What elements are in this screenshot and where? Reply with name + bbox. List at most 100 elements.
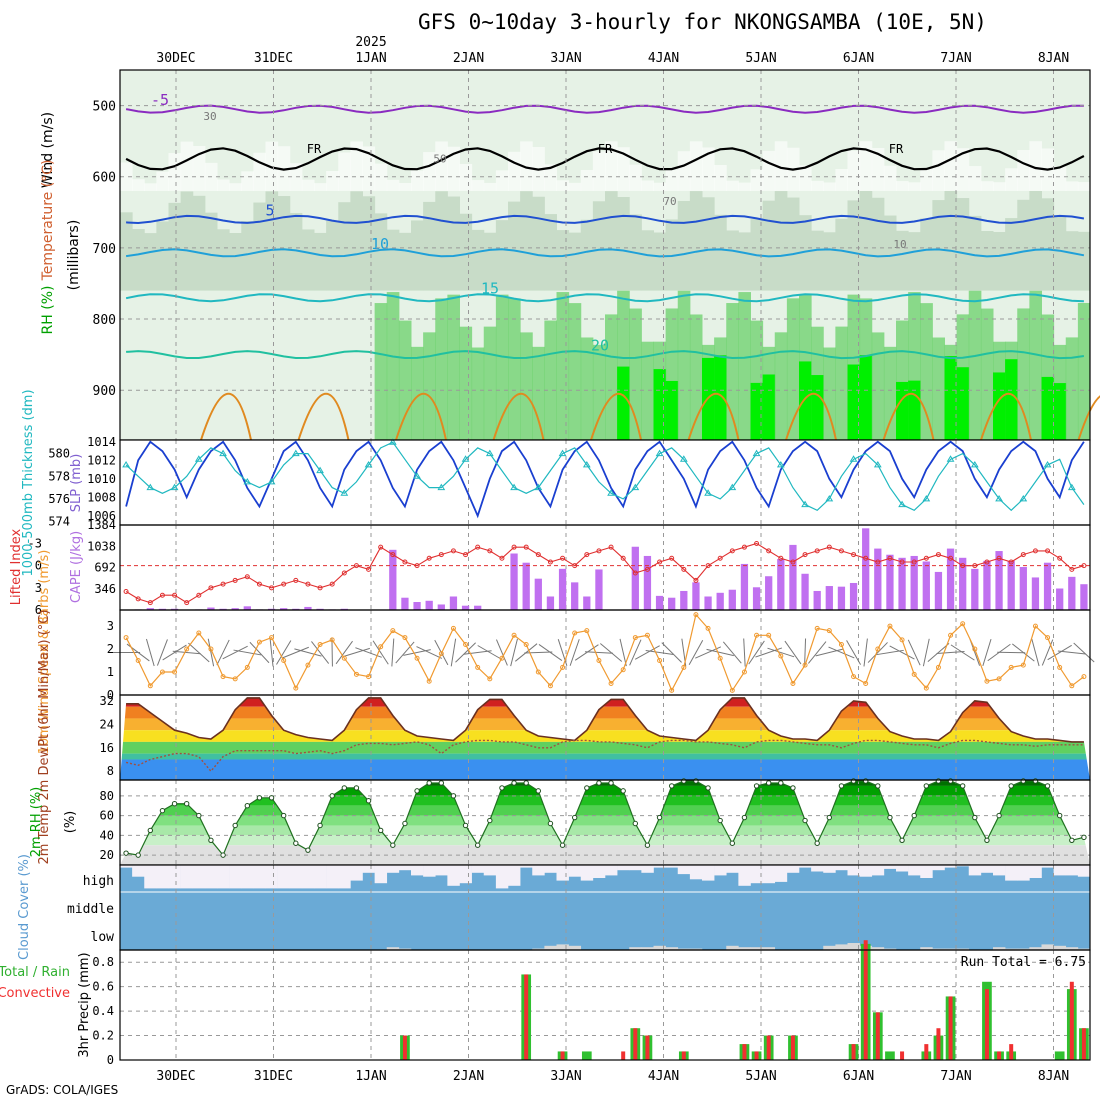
rh-band-dry	[811, 180, 824, 191]
rh-band-green	[641, 341, 654, 440]
rh-band-mid	[896, 230, 909, 291]
dewpoint-line	[125, 739, 1084, 773]
wind-speed-marker	[911, 671, 917, 677]
cape-bar	[825, 586, 833, 610]
lifted-tick-label: 6	[35, 603, 42, 617]
rh-marker	[135, 852, 141, 858]
wind-speed-marker	[693, 612, 699, 618]
high-cloud-clear	[811, 865, 824, 872]
bottom-date-label: 3JAN	[550, 1069, 581, 1084]
top-date-label: 1JAN	[355, 51, 386, 66]
precip-convective-bar	[766, 1035, 771, 1060]
cape-bar	[1056, 588, 1064, 610]
wind-speed-marker	[923, 685, 929, 691]
precip-tick-label: 0.8	[92, 955, 114, 969]
rh-band-green	[544, 320, 557, 440]
lifted-index-marker	[960, 563, 966, 569]
wind-speed-marker	[1008, 664, 1014, 670]
rh-marker	[996, 812, 1002, 819]
wind-speed-marker	[778, 653, 784, 659]
cape-bar	[243, 606, 251, 610]
high-cloud-clear	[398, 865, 412, 871]
wind-barb	[982, 638, 992, 667]
rh-band-dry	[653, 182, 667, 191]
bottom-date-label: 4JAN	[648, 1069, 679, 1084]
thickness-marker	[219, 449, 227, 457]
rh-band-green	[556, 292, 570, 440]
rh-band-green	[508, 298, 521, 440]
lifted-index-marker	[366, 566, 372, 572]
wind-barb	[335, 640, 353, 665]
lifted-index-marker	[741, 544, 747, 550]
rh-band-mid	[738, 232, 751, 291]
lifted-index-marker	[863, 555, 869, 561]
top-date-label: 4JAN	[648, 51, 679, 66]
rh-band-dry	[689, 141, 703, 191]
wind-barb	[1073, 642, 1095, 663]
cape-frame	[119, 524, 1091, 611]
thickness-marker	[534, 483, 543, 491]
wind-barb	[294, 648, 322, 657]
rh-band-dry	[629, 164, 642, 191]
low-cloud-fill	[835, 944, 848, 950]
wind-speed-marker	[560, 664, 566, 670]
high-cloud-clear	[120, 865, 133, 868]
rh-band-dry	[1053, 166, 1067, 191]
rh-band-dry	[956, 148, 970, 191]
cape-bar	[680, 590, 688, 610]
lifted-index-marker	[717, 555, 723, 561]
wind-speed-marker	[705, 625, 711, 631]
top-date-label: 30DEC	[156, 51, 195, 66]
thickness-marker	[413, 472, 421, 479]
precip-tick-label: 0.2	[92, 1029, 114, 1043]
high-cloud-clear	[447, 865, 460, 886]
rh-band-dry	[314, 183, 327, 191]
wind-speed-marker	[669, 687, 675, 693]
rh-marker	[1044, 783, 1051, 789]
wind-speed-marker	[244, 664, 250, 670]
high-cloud-clear	[847, 865, 860, 876]
rh-band-mid	[314, 232, 327, 291]
thickness-marker	[364, 460, 373, 468]
lifted-axis-label: Lifted Index	[9, 528, 24, 605]
rh-band-green	[568, 303, 582, 440]
freezing-level-line	[125, 147, 1085, 171]
cape-bar	[740, 563, 749, 610]
wind-speed-marker	[717, 655, 723, 661]
high-cloud-clear	[1065, 865, 1079, 876]
low-cloud-fill	[750, 947, 763, 950]
rh-tick-label: 20	[100, 848, 114, 862]
rh-band-dry	[386, 179, 400, 191]
rh-band-dry	[762, 150, 776, 191]
precip-convective-bar	[863, 940, 868, 1060]
wind-barb	[600, 643, 623, 662]
rh-band-mid	[811, 230, 824, 291]
rh-marker	[183, 801, 190, 807]
high-cloud-clear	[823, 865, 836, 873]
high-cloud-clear	[180, 865, 194, 889]
wind-barb	[922, 638, 930, 667]
temperature-line-label: 5	[265, 201, 274, 219]
rh-band-mid	[204, 212, 218, 291]
rh-band-mid	[653, 232, 667, 291]
rh-marker	[390, 842, 396, 848]
rh-band-dry	[423, 152, 436, 191]
thickness-marker	[607, 489, 615, 496]
thickness-marker	[146, 483, 155, 491]
wind-speed-marker	[1081, 674, 1087, 680]
cape-bar	[1019, 567, 1027, 610]
rh-marker	[280, 812, 287, 819]
rh-band-green	[980, 308, 994, 440]
rh-band-green	[435, 298, 448, 440]
low-cloud-fill	[944, 948, 957, 950]
lifted-index-marker	[608, 544, 614, 550]
high-cloud-clear	[968, 865, 982, 876]
rh-band-bright	[653, 369, 667, 440]
wind-barb	[748, 640, 765, 665]
lifted-index-marker	[984, 559, 990, 565]
lifted-index-marker	[281, 581, 287, 587]
rh-band-green	[871, 332, 885, 440]
slp-tick-label: 1012	[87, 453, 116, 467]
rh-marker	[535, 788, 542, 794]
surface-temp-contour	[590, 393, 642, 441]
